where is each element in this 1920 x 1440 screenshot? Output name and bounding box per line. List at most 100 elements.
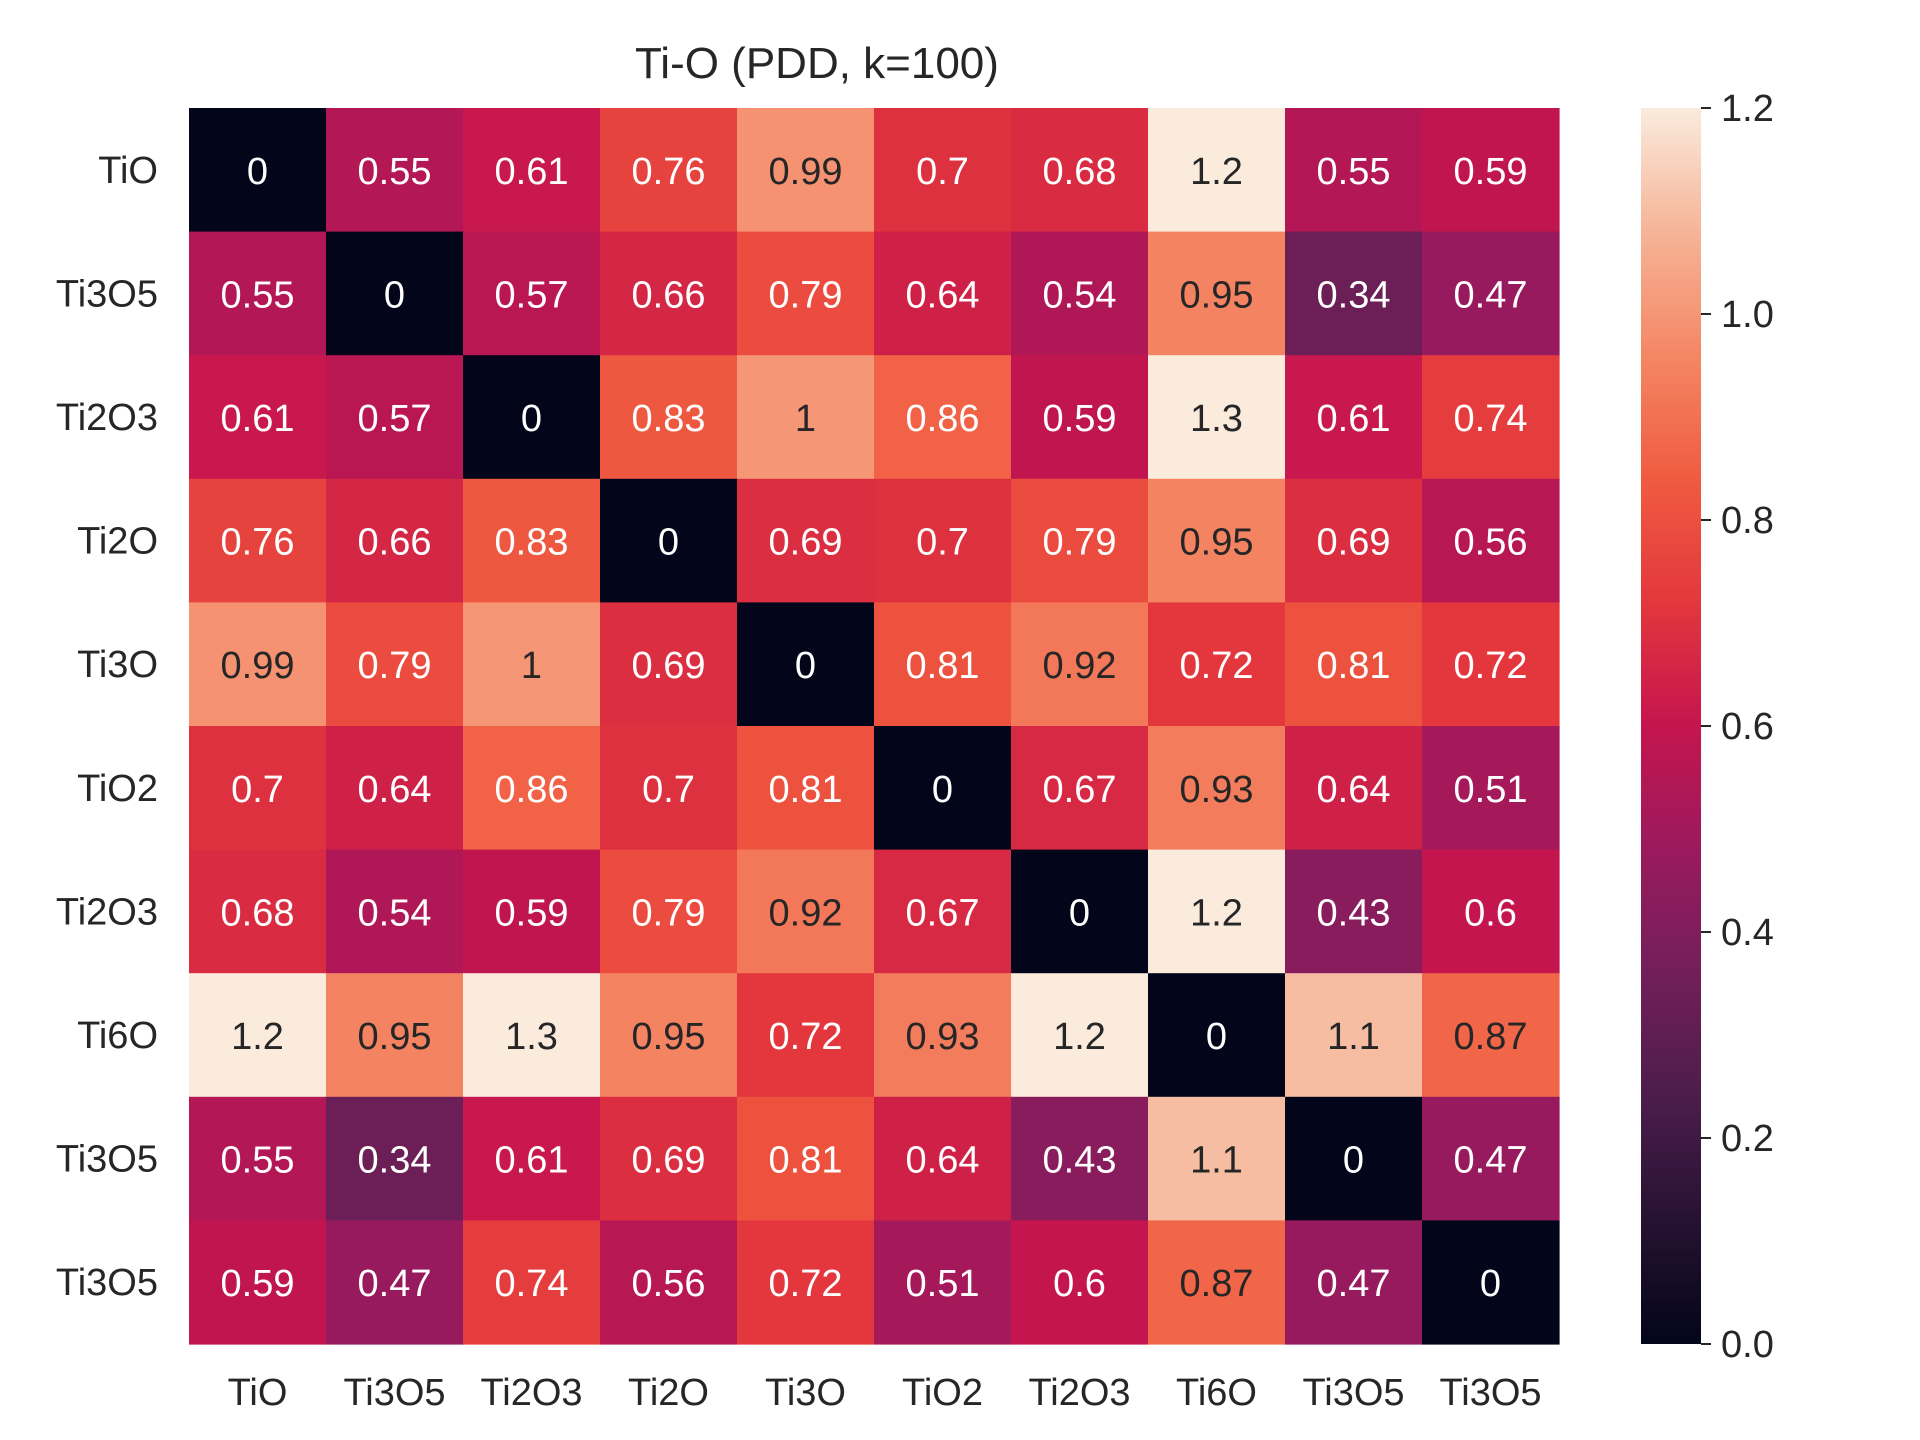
y-tick-label: Ti3O5 xyxy=(56,1139,158,1181)
heatmap-cell-label: 0.55 xyxy=(221,1140,295,1182)
heatmap-cell xyxy=(189,1220,327,1345)
heatmap-cell xyxy=(1422,1220,1560,1345)
heatmap-cell-label: 0.76 xyxy=(632,151,706,193)
heatmap-cell xyxy=(1285,849,1423,974)
colorbar-tick-label: 0.0 xyxy=(1721,1324,1774,1366)
heatmap-cell-label: 0.56 xyxy=(1454,522,1528,564)
heatmap-cell-label: 0.47 xyxy=(1454,1140,1528,1182)
heatmap-cell xyxy=(189,849,327,974)
heatmap-cell-label: 0.81 xyxy=(906,645,980,687)
heatmap-cell xyxy=(737,355,875,480)
heatmap-cell xyxy=(1422,231,1560,356)
heatmap-cell xyxy=(874,726,1012,851)
heatmap-cell xyxy=(1148,726,1286,851)
heatmap-cell xyxy=(1148,973,1286,1098)
heatmap-cell xyxy=(326,849,464,974)
heatmap-cell-label: 0.7 xyxy=(916,151,969,193)
heatmap-cell-label: 0.61 xyxy=(221,398,295,440)
heatmap-cell-label: 0.99 xyxy=(221,645,295,687)
heatmap-cell-label: 0.87 xyxy=(1454,1016,1528,1058)
heatmap-cell-label: 0.54 xyxy=(358,892,432,934)
heatmap-cell-label: 0.57 xyxy=(495,274,569,316)
colorbar-tick-label: 0.8 xyxy=(1721,500,1774,542)
heatmap-cell-label: 0.51 xyxy=(906,1263,980,1305)
heatmap-cell-label: 1.2 xyxy=(231,1016,284,1058)
heatmap-cell xyxy=(463,478,601,603)
heatmap-cell xyxy=(874,973,1012,1098)
heatmap-cell-label: 0 xyxy=(1206,1016,1227,1058)
heatmap-cell xyxy=(1148,478,1286,603)
heatmap-cell xyxy=(1422,1096,1560,1221)
heatmap-cell-label: 0.95 xyxy=(358,1016,432,1058)
heatmap-cell xyxy=(326,108,464,233)
y-tick-label: Ti2O xyxy=(77,521,158,563)
heatmap-cell-label: 0.79 xyxy=(769,274,843,316)
heatmap-cell-label: 0.93 xyxy=(906,1016,980,1058)
heatmap-cell-label: 0.55 xyxy=(221,274,295,316)
heatmap-cell-label: 0.54 xyxy=(1043,274,1117,316)
heatmap-cell xyxy=(463,602,601,727)
heatmap-cell-label: 0.76 xyxy=(221,522,295,564)
heatmap-cell-label: 0.81 xyxy=(769,1140,843,1182)
heatmap-cell xyxy=(326,355,464,480)
heatmap-cell-label: 0.72 xyxy=(1180,645,1254,687)
y-tick-label: Ti6O xyxy=(77,1015,158,1057)
heatmap-cell-label: 1.1 xyxy=(1190,1140,1243,1182)
heatmap-cell-label: 0 xyxy=(932,769,953,811)
heatmap-cell xyxy=(737,849,875,974)
heatmap-cell-label: 0.67 xyxy=(1043,769,1117,811)
heatmap-cell-label: 0.7 xyxy=(916,522,969,564)
heatmap-cell xyxy=(600,973,738,1098)
heatmap-cell xyxy=(1285,231,1423,356)
heatmap-cell xyxy=(600,849,738,974)
heatmap-cell xyxy=(874,1220,1012,1345)
heatmap-cell-label: 1.3 xyxy=(505,1016,558,1058)
heatmap-cell-label: 0.59 xyxy=(495,892,569,934)
heatmap-cell xyxy=(189,973,327,1098)
heatmap-cell xyxy=(1285,973,1423,1098)
heatmap-cell xyxy=(600,478,738,603)
heatmap-cell-label: 0.56 xyxy=(632,1263,706,1305)
colorbar-tick-label: 1.2 xyxy=(1721,88,1774,130)
y-tick-label: TiO xyxy=(98,150,158,192)
heatmap-cell xyxy=(1422,478,1560,603)
heatmap-cell-label: 0.64 xyxy=(358,769,432,811)
heatmap-cell xyxy=(874,231,1012,356)
heatmap-cell xyxy=(189,478,327,603)
heatmap-cell xyxy=(600,1096,738,1221)
heatmap-cell xyxy=(326,602,464,727)
heatmap-cell-label: 0.79 xyxy=(1043,522,1117,564)
heatmap-cell-label: 0.55 xyxy=(358,151,432,193)
heatmap-cell-label: 0.93 xyxy=(1180,769,1254,811)
x-tick-label: Ti3O xyxy=(765,1372,846,1414)
heatmap-cell xyxy=(189,726,327,851)
heatmap-cell xyxy=(326,231,464,356)
heatmap-cell-label: 1.1 xyxy=(1327,1016,1380,1058)
heatmap-cell-label: 0.34 xyxy=(1317,274,1391,316)
heatmap-cell xyxy=(1011,355,1149,480)
colorbar xyxy=(1641,108,1701,1344)
heatmap-cell xyxy=(463,1220,601,1345)
x-tick-label: TiO2 xyxy=(902,1372,983,1414)
heatmap-cell xyxy=(1285,602,1423,727)
heatmap-cell-label: 0.59 xyxy=(221,1263,295,1305)
heatmap-cell xyxy=(874,602,1012,727)
heatmap-cell xyxy=(1011,1220,1149,1345)
colorbar-tick-label: 0.4 xyxy=(1721,912,1774,954)
heatmap-cells xyxy=(189,108,1560,1345)
heatmap-cell-label: 0.47 xyxy=(1454,274,1528,316)
heatmap-cell xyxy=(1285,478,1423,603)
heatmap-cell-label: 0.43 xyxy=(1317,892,1391,934)
heatmap-cell xyxy=(463,355,601,480)
heatmap-cell xyxy=(600,602,738,727)
heatmap-cell-label: 0 xyxy=(1069,892,1090,934)
heatmap-cell-label: 0.59 xyxy=(1454,151,1528,193)
heatmap-cell xyxy=(1422,355,1560,480)
heatmap-cell xyxy=(1011,602,1149,727)
heatmap-cell xyxy=(1011,231,1149,356)
heatmap-cell-label: 0.68 xyxy=(221,892,295,934)
heatmap-cell xyxy=(1422,108,1560,233)
heatmap-cell xyxy=(1285,1096,1423,1221)
heatmap-cell-label: 0.69 xyxy=(769,522,843,564)
